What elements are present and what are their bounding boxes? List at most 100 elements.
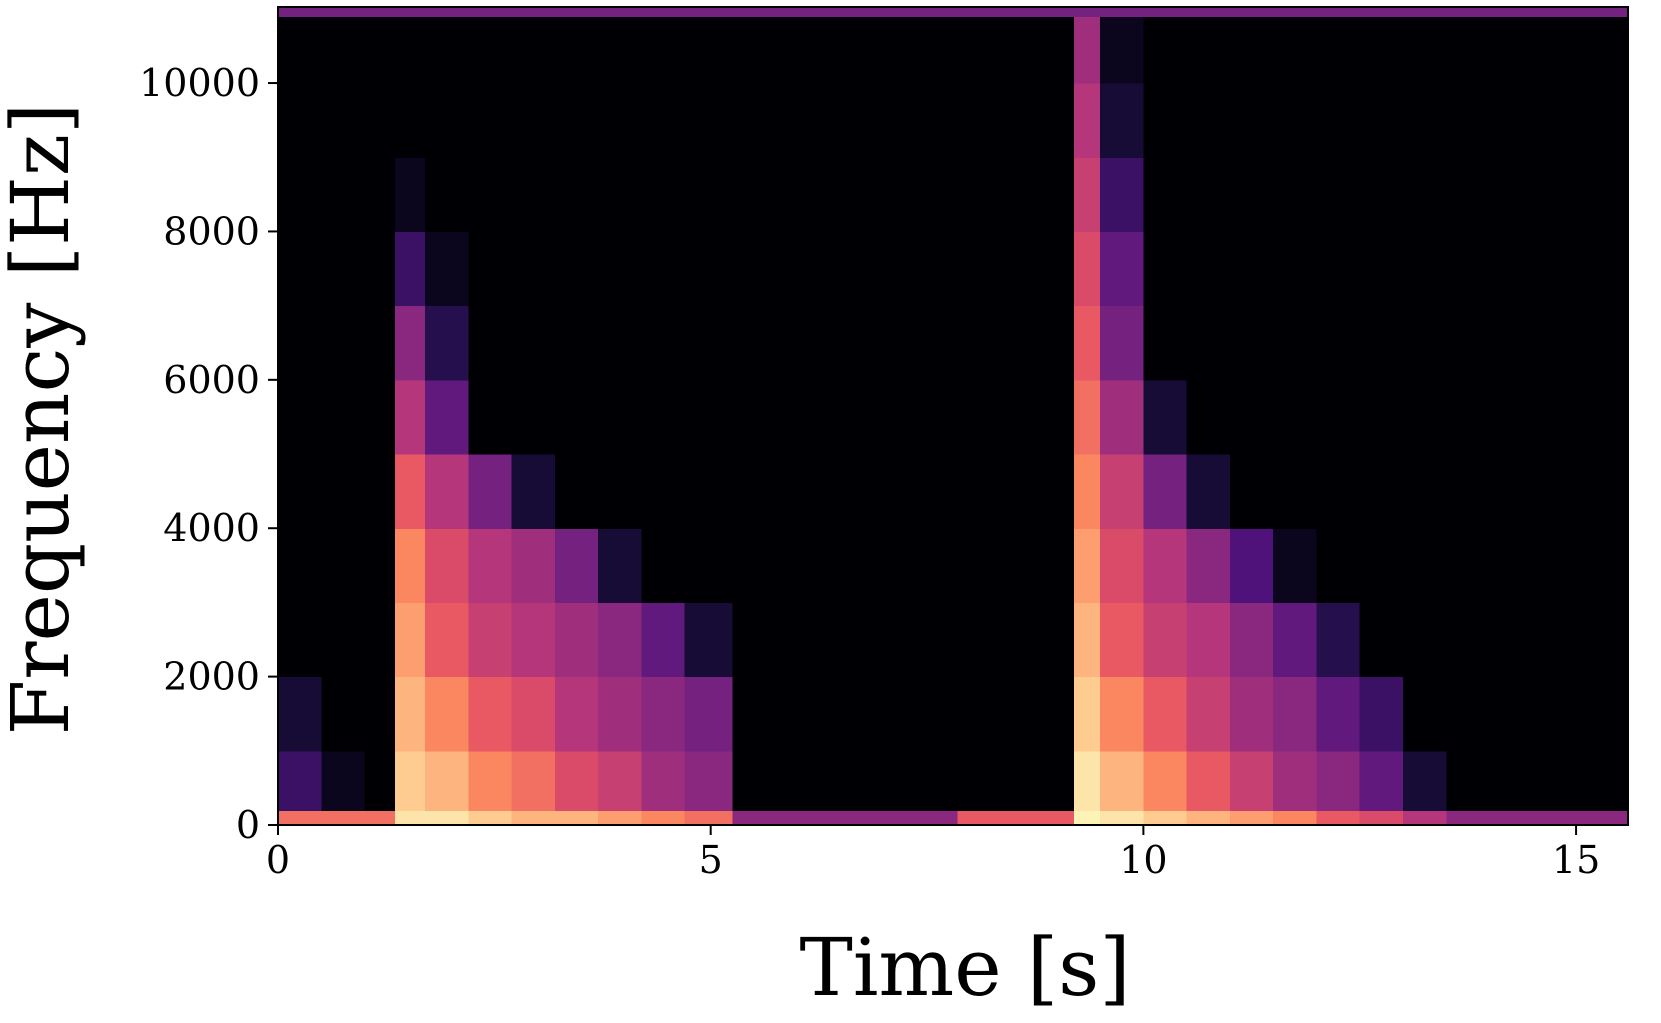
spectrogram-cell bbox=[641, 454, 686, 529]
spectrogram-cell bbox=[1403, 16, 1447, 84]
spectrogram-cell bbox=[364, 750, 396, 811]
spectrogram-cell bbox=[1074, 379, 1101, 455]
spectrogram-cell bbox=[1143, 454, 1188, 529]
spectrogram-cell bbox=[554, 528, 599, 604]
spectrogram-cell bbox=[554, 83, 599, 158]
spectrogram-cell bbox=[394, 157, 426, 233]
spectrogram-cell bbox=[883, 602, 958, 678]
spectrogram-cell bbox=[425, 454, 469, 529]
spectrogram-cell bbox=[425, 810, 469, 826]
spectrogram-cell bbox=[1143, 157, 1188, 233]
x-axis-label: Time [s] bbox=[799, 921, 1130, 1014]
spectrogram-cell bbox=[1100, 810, 1144, 826]
spectrogram-cell bbox=[425, 157, 469, 233]
spectrogram-cell bbox=[1489, 750, 1629, 811]
spectrogram-cell bbox=[1489, 231, 1629, 307]
spectrogram-cell bbox=[797, 7, 885, 17]
spectrogram-cell bbox=[1143, 7, 1188, 17]
spectrogram-cell bbox=[425, 750, 469, 811]
spectrogram-cell bbox=[394, 602, 426, 678]
spectrogram-cell bbox=[1100, 454, 1144, 529]
spectrogram-cell bbox=[1074, 810, 1101, 826]
spectrogram-cell bbox=[1489, 676, 1629, 752]
spectrogram-cell bbox=[1186, 379, 1231, 455]
spectrogram-cell bbox=[1359, 305, 1404, 381]
spectrogram-cell bbox=[957, 157, 1075, 233]
x-tick-label: 15 bbox=[1552, 838, 1600, 882]
spectrogram-cell bbox=[1489, 810, 1629, 826]
spectrogram-cell bbox=[883, 454, 958, 529]
spectrogram-cell bbox=[511, 528, 556, 604]
spectrogram-cell bbox=[321, 750, 366, 811]
spectrogram-cell bbox=[1489, 157, 1629, 233]
spectrogram-cell bbox=[598, 16, 643, 84]
spectrogram-cell bbox=[641, 602, 686, 678]
spectrogram-cell bbox=[1316, 750, 1361, 811]
spectrogram-cell bbox=[598, 454, 643, 529]
spectrogram-cell bbox=[425, 379, 469, 455]
spectrogram-cell bbox=[1186, 157, 1231, 233]
spectrogram-cell bbox=[554, 7, 599, 17]
spectrogram-cell bbox=[641, 810, 686, 826]
x-tick-label: 5 bbox=[699, 838, 723, 882]
spectrogram-cell bbox=[1229, 16, 1274, 84]
spectrogram-image bbox=[278, 7, 1629, 826]
spectrogram-cell bbox=[1100, 16, 1144, 84]
spectrogram-cell bbox=[1403, 157, 1447, 233]
spectrogram-cell bbox=[1143, 810, 1188, 826]
spectrogram-cell bbox=[1074, 676, 1101, 752]
spectrogram-cell bbox=[1100, 305, 1144, 381]
spectrogram-cell bbox=[364, 528, 396, 604]
spectrogram-cell bbox=[468, 7, 513, 17]
spectrogram-cell bbox=[1446, 454, 1491, 529]
spectrogram-cell bbox=[425, 305, 469, 381]
spectrogram-cell bbox=[278, 454, 322, 529]
spectrogram-cell bbox=[1229, 676, 1274, 752]
spectrogram-cell bbox=[1359, 157, 1404, 233]
spectrogram-cell bbox=[1273, 810, 1318, 826]
spectrogram-cell bbox=[1273, 750, 1318, 811]
spectrogram-cell bbox=[554, 16, 599, 84]
spectrogram-cell bbox=[1403, 305, 1447, 381]
spectrogram-cell bbox=[732, 810, 798, 826]
spectrogram-cell bbox=[554, 305, 599, 381]
y-tick-label: 10000 bbox=[139, 61, 260, 105]
spectrogram-cell bbox=[1273, 157, 1318, 233]
spectrogram-cell bbox=[468, 157, 513, 233]
spectrogram-cell bbox=[684, 750, 733, 811]
spectrogram-cell bbox=[1489, 305, 1629, 381]
spectrogram-cell bbox=[684, 83, 733, 158]
spectrogram-cell bbox=[278, 7, 322, 17]
spectrogram-cell bbox=[1186, 676, 1231, 752]
spectrogram-cell bbox=[468, 810, 513, 826]
x-tick-label: 10 bbox=[1119, 838, 1167, 882]
spectrogram-cell bbox=[1446, 676, 1491, 752]
spectrogram-cell bbox=[425, 231, 469, 307]
spectrogram-cell bbox=[684, 676, 733, 752]
spectrogram-cell bbox=[321, 528, 366, 604]
spectrogram-cell bbox=[883, 231, 958, 307]
spectrogram-cell bbox=[511, 305, 556, 381]
spectrogram-cell bbox=[883, 157, 958, 233]
spectrogram-cell bbox=[364, 602, 396, 678]
spectrogram-cell bbox=[1143, 305, 1188, 381]
spectrogram-cell bbox=[511, 810, 556, 826]
spectrogram-cell bbox=[598, 750, 643, 811]
spectrogram-cell bbox=[554, 810, 599, 826]
spectrogram-cell bbox=[1446, 305, 1491, 381]
spectrogram-cell bbox=[321, 157, 366, 233]
spectrogram-cell bbox=[641, 231, 686, 307]
spectrogram-cell bbox=[1186, 16, 1231, 84]
spectrogram-cell bbox=[468, 528, 513, 604]
spectrogram-cell bbox=[1316, 7, 1361, 17]
spectrogram-cell bbox=[1229, 231, 1274, 307]
spectrogram-cell bbox=[1229, 810, 1274, 826]
spectrogram-cell bbox=[797, 83, 885, 158]
spectrogram-cell bbox=[1446, 16, 1491, 84]
spectrogram-cell bbox=[1403, 379, 1447, 455]
spectrogram-cell bbox=[732, 83, 798, 158]
spectrogram-cell bbox=[511, 602, 556, 678]
spectrogram-cell bbox=[684, 7, 733, 17]
spectrogram-cell bbox=[684, 602, 733, 678]
